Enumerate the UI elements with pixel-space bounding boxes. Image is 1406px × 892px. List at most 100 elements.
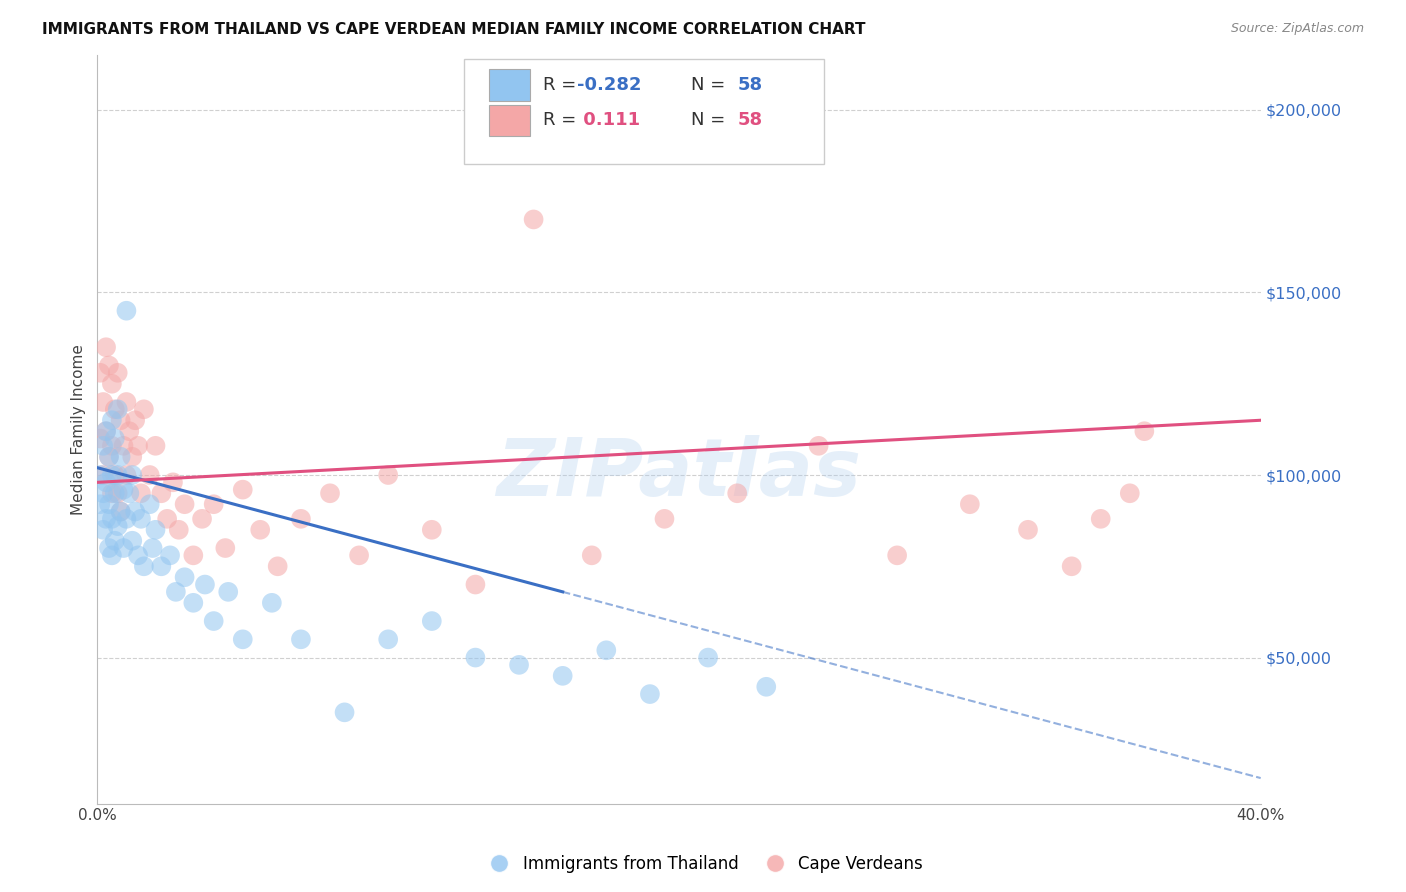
Point (249, 523, 271, 537)
Point (464, 577, 486, 591)
Point (129, 486, 152, 500)
Point (142, 541, 165, 555)
Point (581, 549, 603, 563)
Point (697, 650, 720, 665)
Point (107, 519, 129, 533)
Point (115, 303, 138, 318)
Point (333, 706, 356, 720)
Point (101, 468, 124, 483)
Point (755, 680, 778, 694)
Point (91, 468, 114, 483)
Point (1133, 424, 1156, 438)
Point (115, 512, 138, 526)
Point (150, 559, 173, 574)
Point (145, 439, 167, 453)
Point (159, 549, 181, 563)
Point (89, 366, 111, 380)
Point (167, 523, 190, 537)
Point (156, 512, 179, 526)
Point (1017, 523, 1039, 537)
Text: ZIPatlas: ZIPatlas (496, 435, 862, 513)
Point (638, 687, 661, 701)
Point (94, 512, 117, 526)
Text: N =: N = (690, 112, 725, 129)
Point (104, 432, 127, 446)
Point (508, 657, 530, 672)
Point (89, 432, 111, 446)
Point (523, 212, 546, 227)
Point (266, 559, 288, 574)
Point (107, 402, 129, 417)
Point (101, 376, 124, 391)
Legend: Immigrants from Thailand, Cape Verdeans: Immigrants from Thailand, Cape Verdeans (477, 848, 929, 880)
Point (91, 486, 114, 500)
Point (104, 402, 127, 417)
Point (202, 497, 225, 511)
Point (89, 468, 111, 483)
Point (98, 497, 121, 511)
Point (110, 413, 132, 427)
Text: R =: R = (543, 112, 576, 129)
Point (110, 504, 132, 518)
Point (107, 468, 129, 483)
Point (319, 486, 342, 500)
Point (232, 483, 254, 497)
Text: 0.111: 0.111 (576, 112, 640, 129)
Point (191, 512, 214, 526)
Point (124, 413, 146, 427)
Point (165, 585, 187, 599)
Point (1090, 512, 1112, 526)
Text: N =: N = (690, 76, 725, 94)
Point (1060, 559, 1083, 574)
Point (91, 395, 114, 409)
FancyBboxPatch shape (489, 70, 530, 101)
Point (101, 512, 124, 526)
Point (1119, 486, 1142, 500)
Point (89, 497, 111, 511)
Point (551, 669, 574, 683)
Point (173, 497, 195, 511)
Point (194, 577, 217, 591)
Point (110, 504, 132, 518)
Point (232, 632, 254, 647)
Point (101, 486, 124, 500)
Text: 58: 58 (737, 76, 762, 94)
Point (162, 475, 184, 490)
Point (101, 413, 124, 427)
Point (98, 359, 121, 373)
Point (121, 468, 143, 483)
Point (104, 486, 127, 500)
Point (98, 450, 121, 464)
Point (725, 486, 748, 500)
Point (138, 468, 160, 483)
Point (121, 450, 143, 464)
Point (104, 468, 127, 483)
Point (115, 395, 138, 409)
Text: IMMIGRANTS FROM THAILAND VS CAPE VERDEAN MEDIAN FAMILY INCOME CORRELATION CHART: IMMIGRANTS FROM THAILAND VS CAPE VERDEAN… (42, 22, 866, 37)
Point (132, 402, 155, 417)
Point (202, 614, 225, 628)
Point (94, 424, 117, 438)
Point (101, 549, 124, 563)
Point (377, 468, 399, 483)
Point (214, 541, 236, 555)
Point (94, 340, 117, 354)
Point (127, 439, 149, 453)
Point (94, 424, 117, 438)
Point (112, 483, 135, 497)
Point (217, 585, 239, 599)
Point (290, 512, 312, 526)
Point (91, 439, 114, 453)
Point (104, 533, 127, 548)
Text: Source: ZipAtlas.com: Source: ZipAtlas.com (1230, 22, 1364, 36)
Point (129, 512, 152, 526)
Point (464, 650, 486, 665)
Point (260, 596, 283, 610)
Point (145, 523, 167, 537)
Point (94, 475, 117, 490)
Point (138, 497, 160, 511)
Text: R =: R = (543, 76, 576, 94)
Text: 58: 58 (737, 112, 762, 129)
Point (118, 486, 141, 500)
Point (132, 559, 155, 574)
